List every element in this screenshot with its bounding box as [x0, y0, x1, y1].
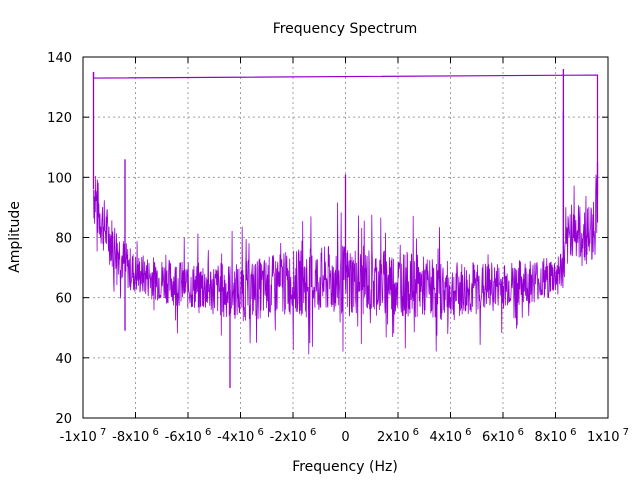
chart-title: Frequency Spectrum [273, 21, 418, 37]
x-tick-label: 0 [341, 430, 349, 445]
x-tick-label: 6x10 6 [482, 427, 524, 445]
x-tick-label: -8x10 6 [112, 427, 159, 445]
x-tick-label: -1x10 7 [60, 427, 107, 445]
y-axis-label: Amplitude [7, 201, 23, 273]
x-tick-label: 2x10 6 [377, 427, 419, 445]
spectrum-trace [93, 174, 598, 355]
x-axis-label: Frequency (Hz) [292, 459, 398, 475]
y-tick-label: 100 [47, 171, 72, 186]
y-tick-label: 40 [55, 352, 72, 367]
y-tick-label: 20 [55, 412, 72, 427]
x-tick-label: -2x10 6 [270, 427, 317, 445]
y-tick-label: 80 [55, 232, 72, 247]
spectrum-series [92, 69, 599, 388]
x-tick-label: 8x10 6 [534, 427, 576, 445]
x-tick-label: 1x10 7 [587, 427, 629, 445]
x-tick-label: -6x10 6 [165, 427, 212, 445]
spectrum-boundary-line [92, 72, 599, 223]
y-tick-label: 140 [47, 51, 72, 66]
y-tick-label: 60 [55, 292, 72, 307]
x-tick-label: -4x10 6 [217, 427, 264, 445]
x-tick-label: 4x10 6 [429, 427, 471, 445]
y-tick-label: 120 [47, 111, 72, 126]
axis-ticks: -1x10 7 -8x10 6 -6x10 6 -4x10 6 -2x10 6 0 2x10… [47, 51, 629, 445]
